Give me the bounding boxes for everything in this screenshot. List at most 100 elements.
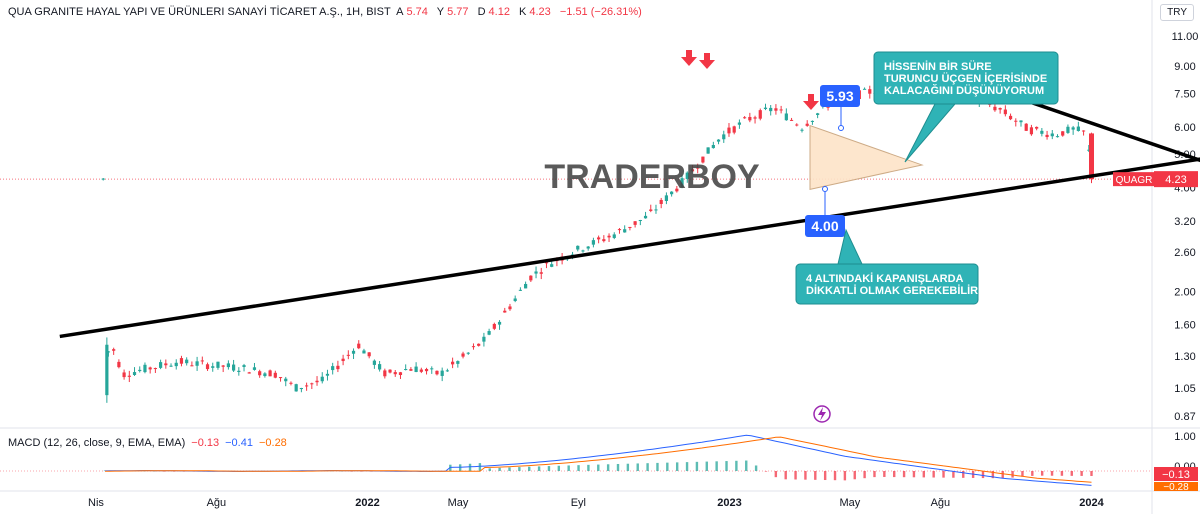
candle [258, 369, 262, 378]
candle [586, 246, 590, 251]
close-value: 4.23 [529, 6, 551, 18]
macd-histogram-bar [942, 471, 945, 478]
candle [325, 369, 330, 381]
candle [112, 347, 116, 355]
candle-body [550, 264, 554, 267]
candle [143, 362, 147, 374]
candle-body [633, 221, 637, 225]
candle [628, 226, 632, 231]
candle-body [211, 366, 215, 368]
candle [800, 128, 804, 133]
candle-body [190, 365, 194, 367]
candle [362, 348, 366, 354]
candle-body [993, 106, 997, 111]
candle [638, 219, 642, 226]
candle [294, 383, 298, 392]
candle [216, 361, 220, 370]
callout-line: DİKKATLİ OLMAK GEREKEBİLİR [806, 284, 978, 297]
macd-histogram-bar [636, 463, 639, 471]
candle-body [117, 361, 121, 368]
candle-body [310, 383, 314, 385]
candle-body [1040, 130, 1044, 134]
candle-body [174, 362, 178, 367]
candle [722, 130, 726, 143]
candle-body [378, 364, 382, 370]
candle-body [164, 363, 168, 366]
candle [299, 387, 303, 393]
candle [1045, 130, 1049, 140]
candle-body [503, 310, 507, 313]
macd-value-signal: −0.28 [258, 437, 287, 449]
candle [685, 171, 689, 183]
change-value: −1.51 (−26.31%) [559, 6, 642, 18]
callout-tail [904, 103, 957, 163]
candle-body [451, 361, 455, 365]
candle [101, 177, 105, 181]
candle-body [513, 298, 517, 302]
candle [456, 360, 460, 368]
candle [492, 322, 496, 331]
candle [795, 123, 799, 127]
candle [643, 211, 648, 219]
x-tick-label: Ağu [931, 497, 951, 509]
symbol-title[interactable]: QUA GRANITE HAYAL YAPI VE ÜRÜNLERI SANAY… [8, 6, 391, 18]
price-tag-label: 5.93 [826, 88, 853, 104]
candle [597, 235, 601, 244]
candle-body [179, 358, 184, 364]
y-tick-label: 3.20 [1174, 216, 1195, 228]
candle [435, 370, 439, 376]
macd-pane: 1.000.00−0.13−0.28 [0, 431, 1198, 493]
candle [805, 120, 809, 127]
candle [419, 367, 423, 374]
candle-body [487, 331, 491, 335]
candle-body [524, 283, 528, 289]
candle [398, 371, 403, 379]
chart-header: QUA GRANITE HAYAL YAPI VE ÜRÜNLERI SANAY… [8, 6, 648, 18]
macd-histogram-bar [1031, 471, 1034, 476]
candle-body [372, 360, 376, 365]
candle-body [122, 372, 126, 378]
candle-body [362, 350, 366, 354]
macd-legend[interactable]: MACD (12, 26, close, 9, EMA, EMA) −0.13 −0… [8, 437, 287, 449]
currency-button[interactable]: TRY [1160, 4, 1194, 21]
macd-title: MACD (12, 26, close, 9, EMA, EMA) [8, 437, 186, 449]
high-label: Y [436, 6, 445, 18]
price-tag-label: 4.00 [811, 218, 838, 234]
candle-body [805, 123, 809, 126]
candle [763, 103, 768, 111]
x-tick-label: Ağu [207, 497, 227, 509]
macd-histogram-bar [735, 460, 738, 471]
candle-body [367, 352, 371, 357]
macd-histogram-bar [360, 471, 363, 472]
macd-histogram-bar [508, 467, 511, 471]
candle [518, 287, 523, 291]
candle-body [779, 109, 783, 111]
candle-body [534, 271, 538, 274]
candle [711, 141, 715, 149]
candle [1024, 123, 1028, 131]
candle-body [153, 368, 157, 370]
candle-body [1019, 120, 1023, 123]
y-tick-label: 1.60 [1174, 320, 1195, 332]
candle [179, 355, 184, 367]
x-tick-label: 2022 [355, 497, 379, 509]
callout-line: 4 ALTINDAKİ KAPANIŞLARDA [806, 272, 964, 285]
candle [1081, 130, 1086, 136]
candle [148, 366, 152, 374]
candle-body [1071, 127, 1075, 130]
candle [534, 266, 538, 279]
candle [200, 356, 204, 365]
candle-body [1024, 123, 1028, 131]
candle-body [1008, 115, 1013, 120]
macd-histogram-bar [952, 471, 955, 478]
candle [122, 369, 126, 380]
candle-body [539, 272, 543, 274]
open-label: A [396, 6, 404, 18]
candle-body [398, 372, 403, 376]
macd-histogram-bar [932, 471, 935, 478]
candle [1019, 120, 1023, 127]
candle [367, 352, 371, 359]
candle [737, 119, 742, 129]
